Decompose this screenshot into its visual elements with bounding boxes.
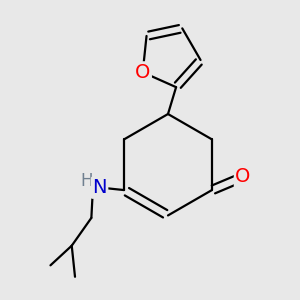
Text: O: O (235, 167, 251, 187)
Text: N: N (92, 178, 107, 197)
Text: O: O (135, 63, 150, 82)
Text: H: H (80, 172, 93, 190)
